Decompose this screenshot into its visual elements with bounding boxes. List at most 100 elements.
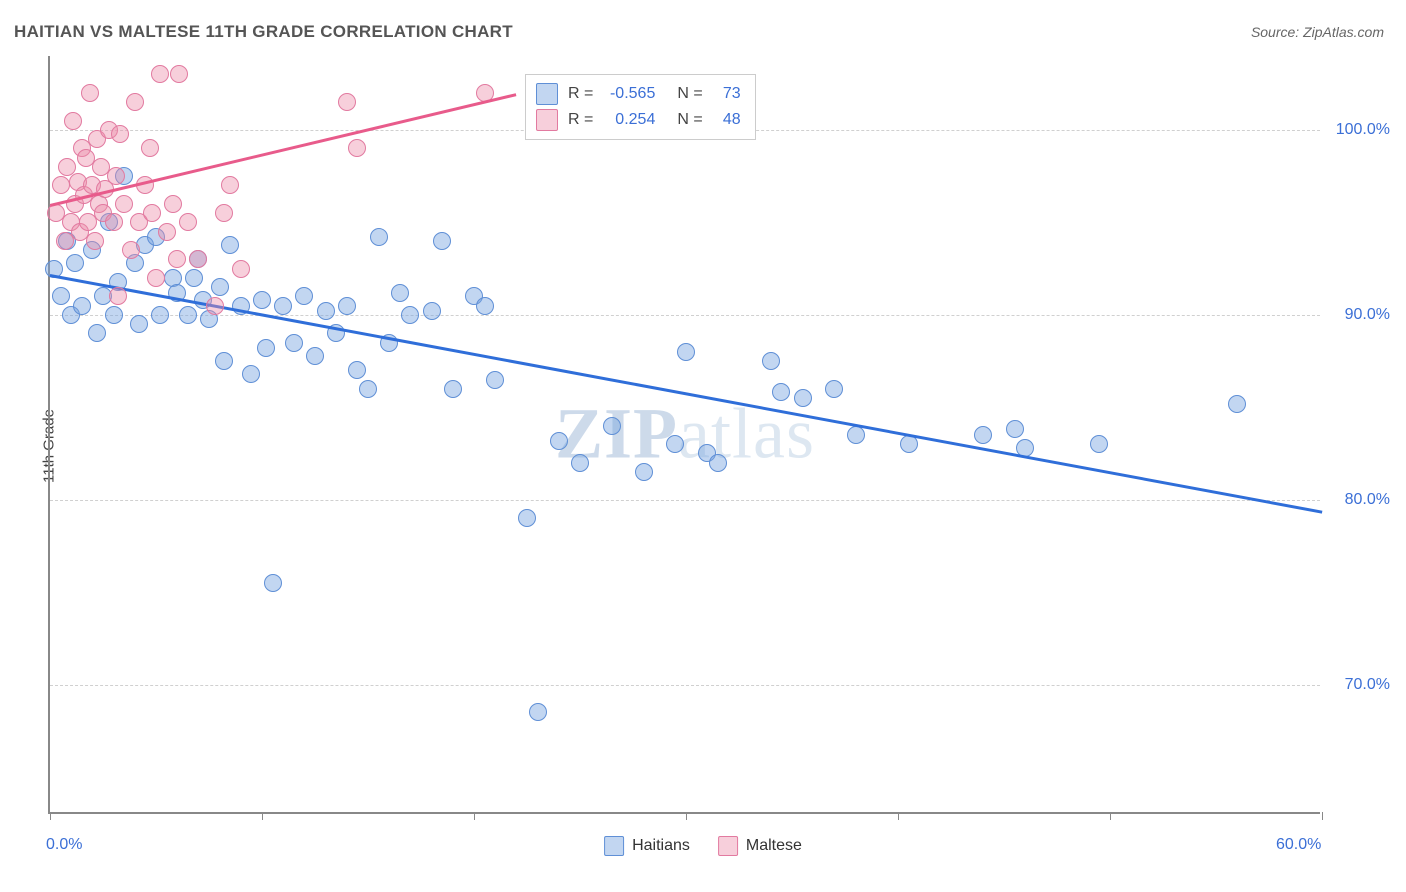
y-tick-label: 100.0% [1336, 121, 1390, 139]
r-label: R = [568, 85, 593, 103]
data-point [158, 223, 176, 241]
data-point [635, 463, 653, 481]
legend-item: Maltese [718, 836, 802, 856]
data-point [433, 232, 451, 250]
data-point [64, 112, 82, 130]
data-point [211, 278, 229, 296]
data-point [486, 371, 504, 389]
data-point [126, 93, 144, 111]
data-point [81, 84, 99, 102]
legend-swatch [718, 836, 738, 856]
data-point [147, 269, 165, 287]
data-point [232, 260, 250, 278]
data-point [1006, 420, 1024, 438]
data-point [86, 232, 104, 250]
data-point [317, 302, 335, 320]
data-point [105, 306, 123, 324]
y-tick-label: 70.0% [1345, 676, 1390, 694]
plot-area: ZIPatlas [48, 56, 1320, 814]
y-tick-label: 80.0% [1345, 491, 1390, 509]
data-point [974, 426, 992, 444]
data-point [242, 365, 260, 383]
r-value: -0.565 [603, 85, 655, 103]
data-point [168, 250, 186, 268]
legend-label: Haitians [632, 837, 690, 855]
data-point [603, 417, 621, 435]
data-point [370, 228, 388, 246]
data-point [189, 250, 207, 268]
data-point [666, 435, 684, 453]
data-point [52, 287, 70, 305]
chart-container: HAITIAN VS MALTESE 11TH GRADE CORRELATIO… [0, 0, 1406, 892]
data-point [1090, 435, 1108, 453]
data-point [221, 236, 239, 254]
data-point [348, 139, 366, 157]
r-label: R = [568, 111, 593, 129]
chart-title: HAITIAN VS MALTESE 11TH GRADE CORRELATIO… [14, 22, 513, 42]
data-point [215, 352, 233, 370]
legend-label: Maltese [746, 837, 802, 855]
data-point [847, 426, 865, 444]
x-tick-mark [50, 812, 51, 820]
data-point [88, 324, 106, 342]
data-point [66, 254, 84, 272]
data-point [677, 343, 695, 361]
data-point [73, 297, 91, 315]
data-point [151, 65, 169, 83]
data-point [348, 361, 366, 379]
x-tick-mark [686, 812, 687, 820]
gridline [50, 685, 1320, 686]
n-label: N = [677, 111, 702, 129]
data-point [257, 339, 275, 357]
data-point [170, 65, 188, 83]
data-point [151, 306, 169, 324]
data-point [141, 139, 159, 157]
data-point [762, 352, 780, 370]
gridline [50, 315, 1320, 316]
data-point [143, 204, 161, 222]
data-point [794, 389, 812, 407]
series-swatch [536, 83, 558, 105]
data-point [295, 287, 313, 305]
data-point [115, 195, 133, 213]
data-point [306, 347, 324, 365]
data-point [274, 297, 292, 315]
legend: Haitians Maltese [604, 836, 802, 856]
data-point [111, 125, 129, 143]
data-point [401, 306, 419, 324]
x-tick-mark [1322, 812, 1323, 820]
data-point [206, 297, 224, 315]
legend-swatch [604, 836, 624, 856]
data-point [391, 284, 409, 302]
legend-item: Haitians [604, 836, 690, 856]
data-point [264, 574, 282, 592]
x-tick-label: 60.0% [1276, 836, 1321, 854]
data-point [518, 509, 536, 527]
data-point [164, 195, 182, 213]
x-tick-mark [898, 812, 899, 820]
data-point [529, 703, 547, 721]
data-point [444, 380, 462, 398]
y-tick-label: 90.0% [1345, 306, 1390, 324]
data-point [105, 213, 123, 231]
data-point [338, 93, 356, 111]
data-point [109, 287, 127, 305]
data-point [130, 315, 148, 333]
series-swatch [536, 109, 558, 131]
x-tick-mark [262, 812, 263, 820]
gridline [50, 500, 1320, 501]
data-point [179, 306, 197, 324]
r-value: 0.254 [603, 111, 655, 129]
data-point [338, 297, 356, 315]
data-point [476, 297, 494, 315]
data-point [285, 334, 303, 352]
n-label: N = [677, 85, 702, 103]
data-point [253, 291, 271, 309]
trend-line [50, 93, 517, 206]
data-point [179, 213, 197, 231]
x-tick-mark [1110, 812, 1111, 820]
data-point [550, 432, 568, 450]
data-point [52, 176, 70, 194]
trend-line [50, 274, 1322, 513]
data-point [185, 269, 203, 287]
